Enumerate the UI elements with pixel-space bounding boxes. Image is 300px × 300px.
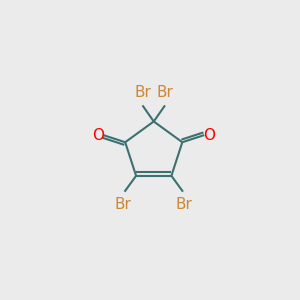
Text: Br: Br [115,197,132,212]
Text: Br: Br [134,85,151,100]
Text: Br: Br [176,197,193,212]
Text: O: O [203,128,215,142]
Text: O: O [92,128,104,142]
Text: Br: Br [157,85,173,100]
